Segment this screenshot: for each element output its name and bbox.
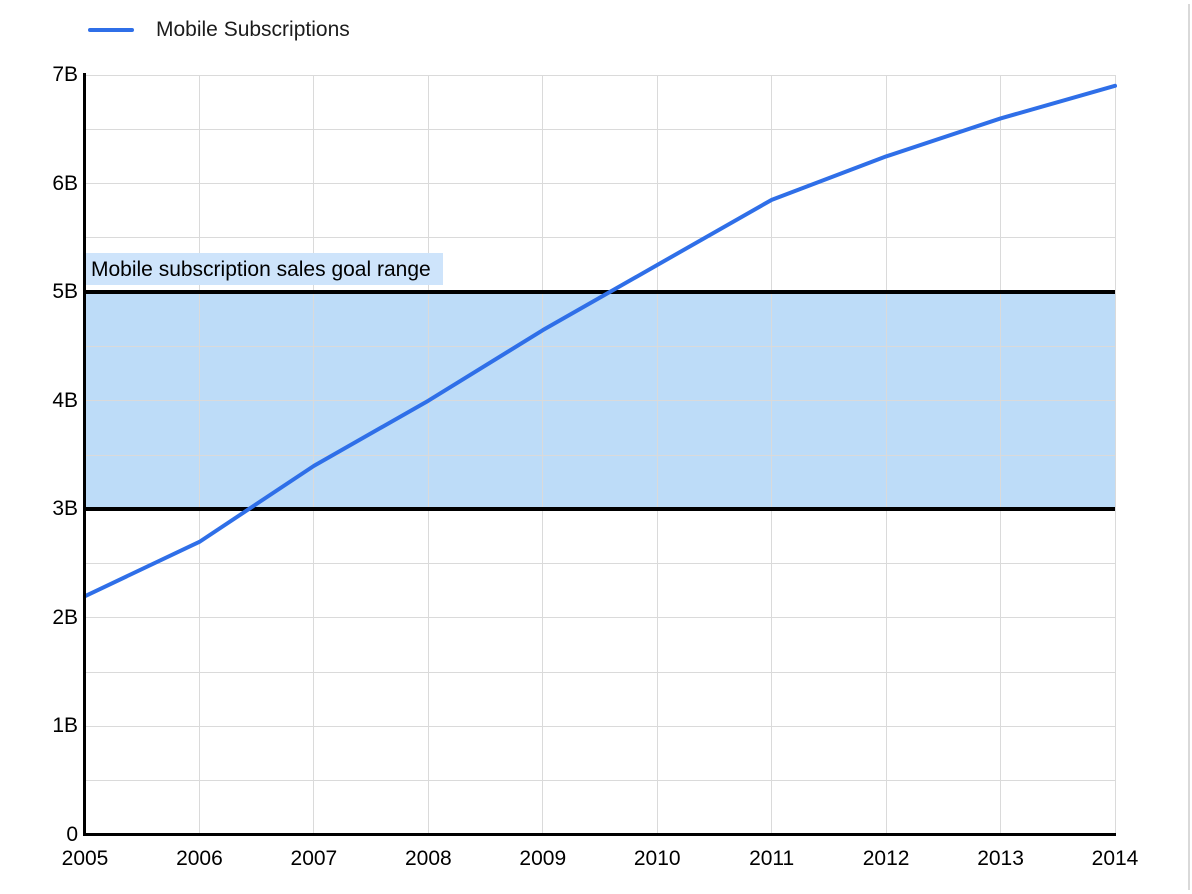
gridline-vertical (771, 75, 773, 835)
y-tick-label: 1B (52, 714, 78, 738)
gridline-vertical (1000, 75, 1002, 835)
y-tick-label: 5B (52, 280, 78, 304)
gridline-horizontal (85, 237, 1115, 239)
y-tick-label: 3B (52, 497, 78, 521)
x-tick-label: 2009 (519, 847, 567, 870)
x-tick-label: 2008 (404, 847, 452, 870)
y-tick-label: 2B (52, 605, 78, 629)
y-tick-label: 4B (52, 388, 78, 412)
gridline-horizontal (85, 400, 1115, 402)
y-tick-label: 6B (52, 171, 78, 195)
right-edge-line (1188, 4, 1190, 890)
y-tick-label: 7B (52, 63, 78, 86)
gridline-vertical (198, 75, 200, 835)
plot-area: Mobile subscription sales goal range (83, 73, 1117, 836)
gridline-horizontal (85, 563, 1115, 565)
x-axis-line (83, 833, 1116, 836)
gridline-horizontal (85, 671, 1115, 673)
x-tick-label: 2012 (862, 847, 910, 870)
gridline-horizontal (85, 617, 1115, 619)
x-tick-label: 2014 (1091, 847, 1139, 870)
x-tick-label: 2013 (977, 847, 1024, 870)
x-tick-label: 2007 (290, 847, 338, 870)
gridline-horizontal (85, 345, 1115, 347)
y-tick-label: 0 (66, 823, 78, 846)
gridline-horizontal (85, 725, 1115, 727)
gridline-horizontal (85, 454, 1115, 456)
x-tick-label: 2005 (61, 847, 109, 870)
gridline-horizontal (85, 183, 1115, 185)
x-tick-label: 2006 (176, 847, 223, 870)
legend-label: Mobile Subscriptions (156, 18, 350, 41)
gridline-vertical (656, 75, 658, 835)
gridline-vertical (427, 75, 429, 835)
legend-line-swatch (88, 28, 134, 32)
gridline-vertical (542, 75, 544, 835)
series-line (83, 83, 1117, 599)
x-tick-label: 2011 (749, 847, 795, 870)
gridline-vertical (1114, 75, 1116, 835)
gridline-vertical (313, 75, 315, 835)
x-tick-label: 2010 (633, 847, 681, 870)
gridline-horizontal (85, 780, 1115, 782)
gridline-vertical (885, 75, 887, 835)
legend: Mobile Subscriptions (0, 0, 1192, 60)
goal-range-label: Mobile subscription sales goal range (85, 253, 443, 286)
gridline-horizontal (85, 128, 1115, 130)
mobile-subscriptions-line (83, 83, 1117, 599)
gridline-horizontal (85, 74, 1115, 76)
goal-range-upper-line (85, 290, 1115, 295)
y-axis-line (83, 73, 86, 836)
goal-range-lower-line (85, 507, 1115, 512)
